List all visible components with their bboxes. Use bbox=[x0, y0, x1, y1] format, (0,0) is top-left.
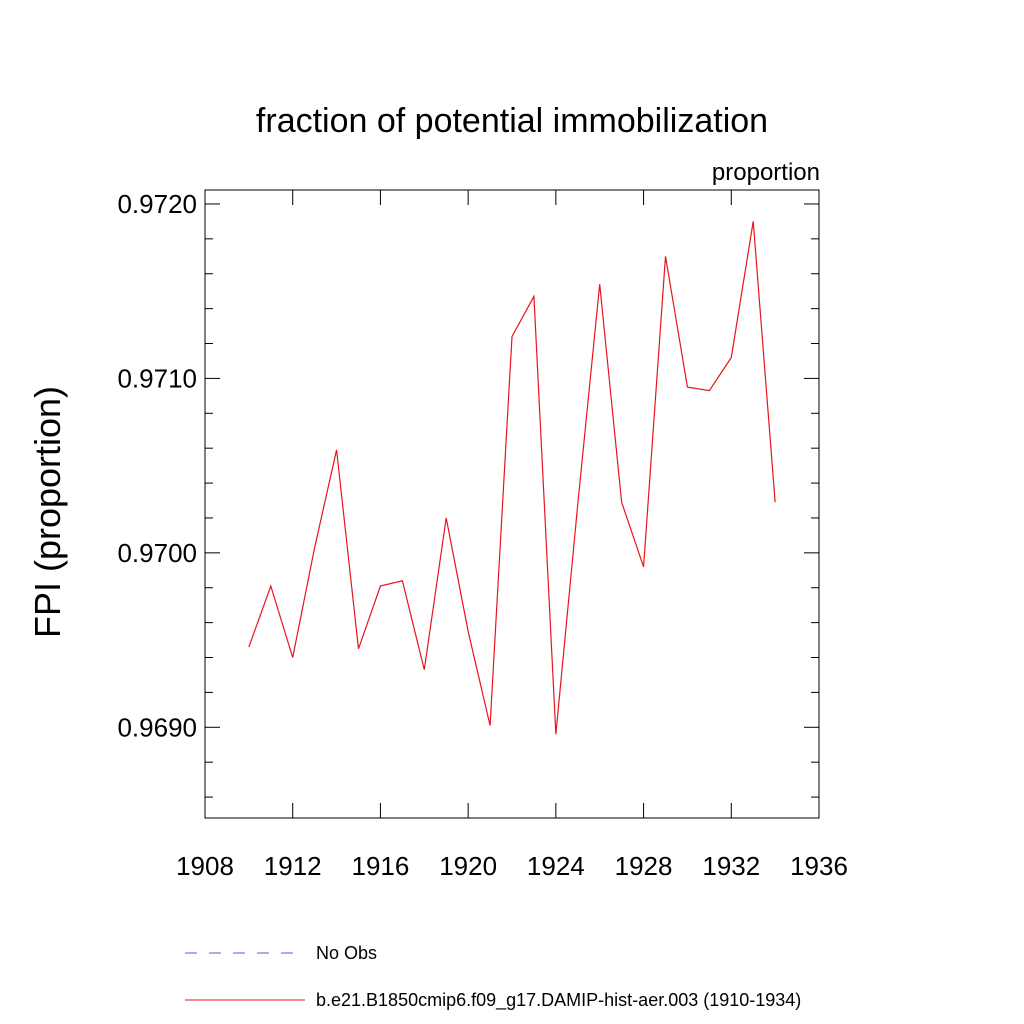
chart-title: fraction of potential immobilization bbox=[256, 102, 768, 140]
x-tick-label: 1924 bbox=[527, 851, 585, 881]
legend: No Obs b.e21.B1850cmip6.f09_g17.DAMIP-hi… bbox=[185, 943, 801, 1011]
legend-label-no-obs: No Obs bbox=[316, 943, 377, 963]
plot-frame bbox=[204, 189, 820, 819]
x-tick-label: 1932 bbox=[702, 851, 760, 881]
series-line bbox=[248, 221, 776, 735]
y-minor-ticks bbox=[205, 238, 819, 798]
x-tick-label: 1912 bbox=[264, 851, 322, 881]
y-major-ticks bbox=[205, 203, 819, 728]
y-axis-label: FPI (proportion) bbox=[27, 386, 68, 638]
x-tick-label: 1928 bbox=[615, 851, 673, 881]
x-tick-labels: 1908 1912 1916 1920 1924 1928 1932 1936 bbox=[176, 851, 848, 881]
y-tick-label: 0.9710 bbox=[117, 363, 197, 393]
series-layer bbox=[248, 221, 776, 735]
x-tick-label: 1920 bbox=[439, 851, 497, 881]
chart-subtitle: proportion bbox=[712, 159, 820, 186]
x-tick-label: 1908 bbox=[176, 851, 234, 881]
legend-label-series: b.e21.B1850cmip6.f09_g17.DAMIP-hist-aer.… bbox=[316, 990, 801, 1011]
x-tick-label: 1936 bbox=[790, 851, 848, 881]
y-tick-labels: 0.9690 0.9700 0.9710 0.9720 bbox=[117, 189, 197, 742]
y-tick-label: 0.9700 bbox=[117, 538, 197, 568]
y-tick-label: 0.9690 bbox=[117, 712, 197, 742]
x-tick-label: 1916 bbox=[352, 851, 410, 881]
y-tick-label: 0.9720 bbox=[117, 189, 197, 219]
x-ticks bbox=[204, 190, 820, 818]
